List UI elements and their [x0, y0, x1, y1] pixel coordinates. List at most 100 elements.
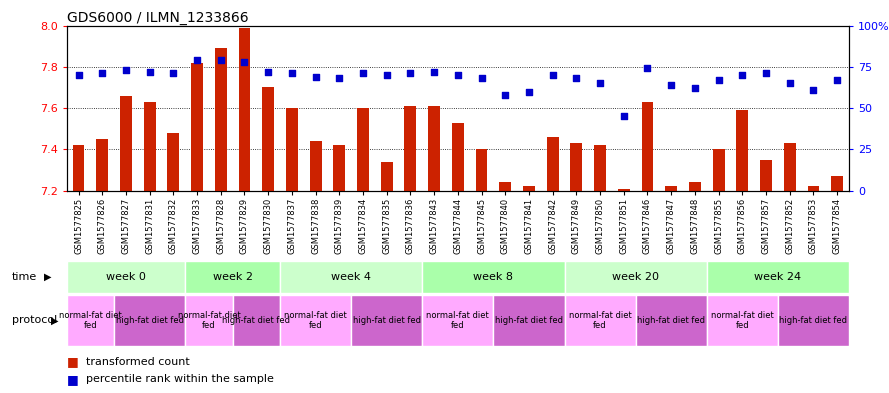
Bar	[215, 48, 227, 191]
Bar	[404, 106, 416, 191]
Bar	[191, 62, 203, 191]
Bar	[636, 295, 707, 346]
Bar	[500, 182, 511, 191]
Text: high-fat diet fed: high-fat diet fed	[116, 316, 184, 325]
Point	[237, 59, 252, 65]
Point	[782, 80, 797, 86]
Bar	[618, 189, 629, 191]
Text: week 8: week 8	[474, 272, 513, 282]
Text: transformed count: transformed count	[86, 356, 190, 367]
Bar	[807, 187, 820, 191]
Point	[806, 87, 821, 93]
Text: high-fat diet fed: high-fat diet fed	[353, 316, 420, 325]
Point	[451, 72, 465, 78]
Point	[380, 72, 394, 78]
Text: normal-fat diet
fed: normal-fat diet fed	[569, 310, 631, 330]
Bar	[67, 295, 114, 346]
Bar	[144, 102, 156, 191]
Bar	[262, 87, 274, 191]
Text: protocol: protocol	[12, 315, 57, 325]
Text: ■: ■	[67, 373, 78, 386]
Point	[95, 70, 109, 77]
Point	[664, 82, 678, 88]
Text: week 24: week 24	[754, 272, 802, 282]
Bar	[114, 295, 185, 346]
Text: ▶: ▶	[51, 315, 58, 325]
Point	[735, 72, 749, 78]
Point	[475, 75, 489, 81]
Bar	[73, 145, 84, 191]
Bar	[565, 295, 636, 346]
Text: normal-fat diet
fed: normal-fat diet fed	[178, 310, 240, 330]
Text: normal-fat diet
fed: normal-fat diet fed	[427, 310, 489, 330]
Bar	[707, 261, 849, 293]
Bar	[380, 162, 393, 191]
Bar	[357, 108, 369, 191]
Bar	[333, 145, 345, 191]
Bar	[736, 110, 749, 191]
Point	[308, 73, 323, 80]
Point	[190, 57, 204, 63]
Point	[593, 80, 607, 86]
Text: week 0: week 0	[106, 272, 146, 282]
Bar	[784, 143, 796, 191]
Point	[119, 67, 133, 73]
Text: time: time	[12, 272, 36, 282]
Text: ■: ■	[67, 355, 78, 368]
Text: high-fat diet fed: high-fat diet fed	[495, 316, 563, 325]
Bar	[523, 187, 535, 191]
Bar	[167, 133, 180, 191]
Point	[166, 70, 180, 77]
Point	[261, 69, 276, 75]
Bar	[760, 160, 772, 191]
Point	[332, 75, 347, 81]
Bar	[185, 295, 233, 346]
Point	[617, 113, 631, 119]
Bar	[594, 145, 606, 191]
Bar	[476, 149, 487, 191]
Point	[830, 77, 845, 83]
Bar	[493, 295, 565, 346]
Point	[71, 72, 85, 78]
Bar	[286, 108, 298, 191]
Bar	[778, 295, 849, 346]
Bar	[280, 295, 351, 346]
Bar	[280, 261, 422, 293]
Bar	[233, 295, 280, 346]
Bar	[309, 141, 322, 191]
Text: week 2: week 2	[212, 272, 252, 282]
Point	[640, 65, 654, 72]
Point	[404, 70, 418, 77]
Text: high-fat diet fed: high-fat diet fed	[222, 316, 291, 325]
Point	[142, 69, 156, 75]
Text: percentile rank within the sample: percentile rank within the sample	[86, 374, 274, 384]
Point	[759, 70, 773, 77]
Bar	[689, 182, 701, 191]
Bar	[707, 295, 778, 346]
Text: GDS6000 / ILMN_1233866: GDS6000 / ILMN_1233866	[67, 11, 248, 24]
Bar	[422, 261, 565, 293]
Text: high-fat diet fed: high-fat diet fed	[637, 316, 705, 325]
Bar	[642, 102, 653, 191]
Point	[213, 57, 228, 63]
Text: high-fat diet fed: high-fat diet fed	[780, 316, 847, 325]
Bar	[238, 28, 251, 191]
Bar	[713, 149, 725, 191]
Point	[522, 88, 536, 95]
Bar	[831, 176, 843, 191]
Bar	[452, 123, 464, 191]
Point	[284, 70, 299, 77]
Bar	[185, 261, 280, 293]
Point	[546, 72, 560, 78]
Point	[688, 85, 702, 92]
Point	[569, 75, 583, 81]
Bar	[120, 95, 132, 191]
Bar	[96, 139, 108, 191]
Point	[427, 69, 441, 75]
Text: week 20: week 20	[613, 272, 659, 282]
Text: normal-fat diet
fed: normal-fat diet fed	[711, 310, 773, 330]
Bar	[351, 295, 422, 346]
Bar	[422, 295, 493, 346]
Bar	[665, 187, 677, 191]
Text: ▶: ▶	[44, 272, 52, 282]
